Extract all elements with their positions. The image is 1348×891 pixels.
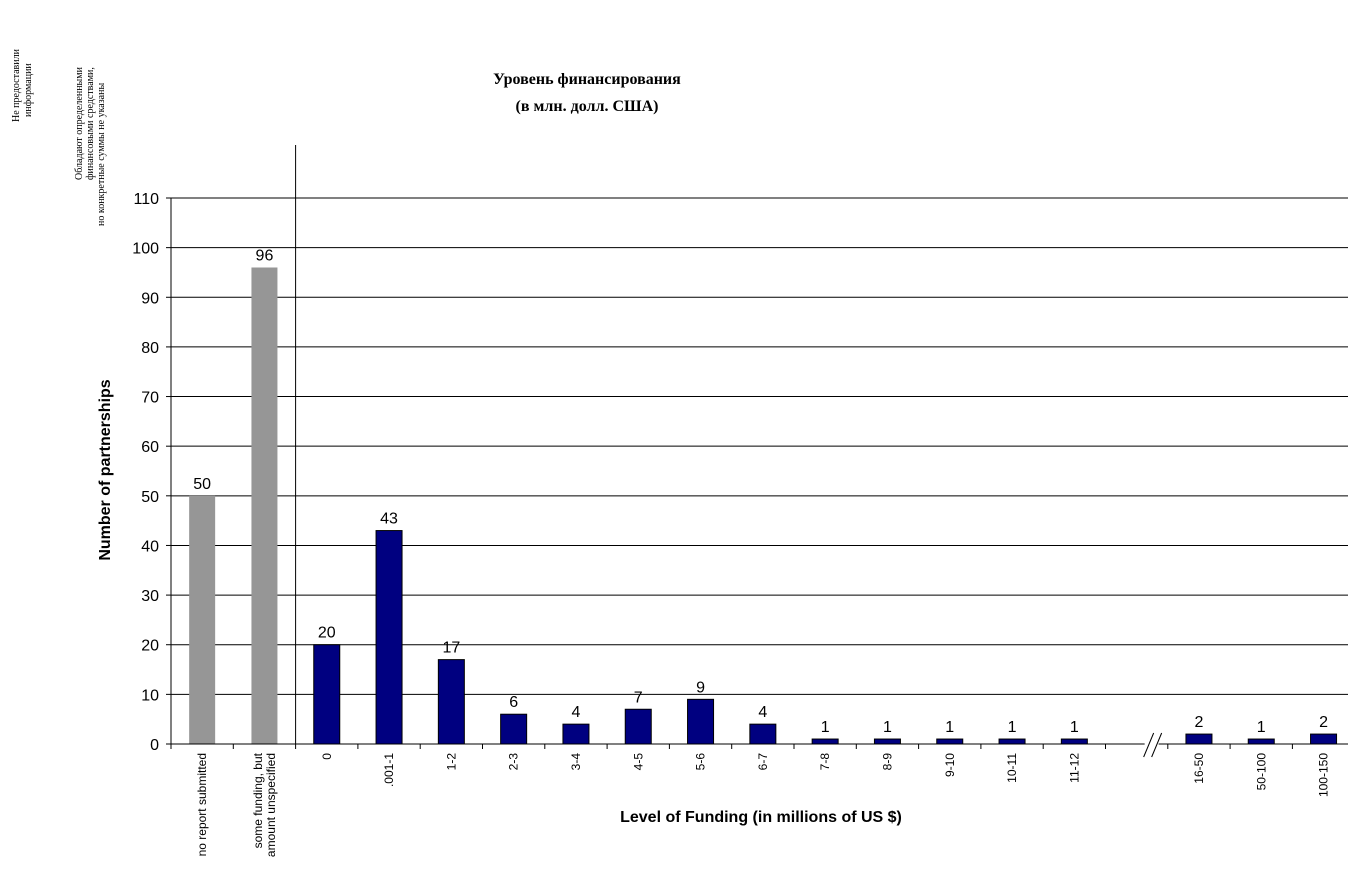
x-tick-label: some funding, but — [251, 752, 265, 848]
y-tick-label: 110 — [133, 191, 159, 208]
x-tick-label: no report submitted — [195, 753, 209, 856]
axes — [166, 145, 1348, 757]
data-label: 6 — [509, 694, 518, 711]
x-tick-label: 8-9 — [880, 753, 894, 771]
bar-5-6 — [688, 699, 714, 744]
x-tick-label: 3-4 — [569, 753, 583, 771]
x-tick-label: 10-11 — [1005, 753, 1019, 783]
y-tick-label: 50 — [141, 489, 159, 506]
data-label: 1 — [945, 719, 954, 736]
y-tick-label: 70 — [141, 390, 159, 407]
x-tick-label: 100-150 — [1317, 753, 1331, 797]
y-tick-label: 30 — [141, 588, 159, 605]
data-label: 17 — [442, 640, 460, 657]
data-label: 96 — [256, 247, 274, 264]
x-tick-label: amount unspecified — [264, 753, 278, 857]
x-axis-label: Level of Funding (in millions of US $) — [620, 809, 902, 826]
bar-.001-1 — [376, 531, 402, 744]
y-tick-label: 0 — [150, 737, 159, 754]
y-tick-label: 90 — [141, 290, 159, 307]
bar-2-3 — [501, 714, 527, 744]
chart-title: Уровень финансирования — [493, 71, 681, 88]
bar-3-4 — [563, 724, 589, 744]
gridlines — [171, 198, 1348, 694]
axis-break-marker — [1144, 733, 1154, 757]
bars — [189, 267, 1336, 744]
bar-9-10 — [937, 739, 963, 744]
data-label: 2 — [1194, 714, 1203, 731]
x-tick-label: 0 — [320, 753, 334, 760]
y-tick-label: 80 — [141, 340, 159, 357]
data-label: 4 — [571, 704, 580, 721]
x-tick-label: 9-10 — [943, 753, 957, 777]
x-tick-label: 4-5 — [631, 753, 645, 771]
data-label: 7 — [634, 689, 643, 706]
data-label: 1 — [821, 719, 830, 736]
y-tick-label: 10 — [141, 687, 159, 704]
x-tick-label: 50-100 — [1254, 753, 1268, 791]
x-tick-label: 16-50 — [1192, 753, 1206, 784]
bar-11-12 — [1061, 739, 1087, 744]
chart-subtitle: (в млн. долл. США) — [516, 98, 659, 115]
bar-0 — [314, 645, 340, 744]
y-tick-label: 60 — [141, 439, 159, 456]
data-label: 1 — [1257, 719, 1266, 736]
data-label: 2 — [1319, 714, 1328, 731]
axis-break-marker — [1152, 733, 1162, 757]
bar-16-50 — [1186, 734, 1212, 744]
bar-some funding, but amount unspecified — [251, 267, 277, 744]
bar-4-5 — [625, 709, 651, 744]
bar-50-100 — [1248, 739, 1274, 744]
data-label: 43 — [380, 511, 398, 528]
x-tick-label: 5-6 — [694, 753, 708, 771]
y-tick-label: 40 — [141, 538, 159, 555]
x-tick-label: .001-1 — [382, 753, 396, 787]
data-label: 50 — [193, 476, 211, 493]
y-tick-label: 100 — [132, 241, 159, 258]
bar-no report submitted — [189, 496, 215, 744]
y-axis-label: Number of partnerships — [97, 379, 114, 560]
x-tick-label: 11-12 — [1067, 753, 1081, 783]
x-tick-label: 2-3 — [507, 753, 521, 771]
bar-7-8 — [812, 739, 838, 744]
data-label: 20 — [318, 625, 336, 642]
x-tick-label: 7-8 — [818, 753, 832, 771]
data-label: 9 — [696, 679, 705, 696]
bar-6-7 — [750, 724, 776, 744]
data-label: 1 — [1070, 719, 1079, 736]
bar-8-9 — [874, 739, 900, 744]
x-tick-label: 6-7 — [756, 753, 770, 771]
bar-100-150 — [1311, 734, 1337, 744]
bar-1-2 — [438, 660, 464, 744]
data-label: 1 — [883, 719, 892, 736]
data-label: 1 — [1008, 719, 1017, 736]
x-tick-label: 1-2 — [444, 753, 458, 771]
y-tick-label: 20 — [141, 638, 159, 655]
bar-10-11 — [999, 739, 1025, 744]
data-label: 4 — [758, 704, 767, 721]
